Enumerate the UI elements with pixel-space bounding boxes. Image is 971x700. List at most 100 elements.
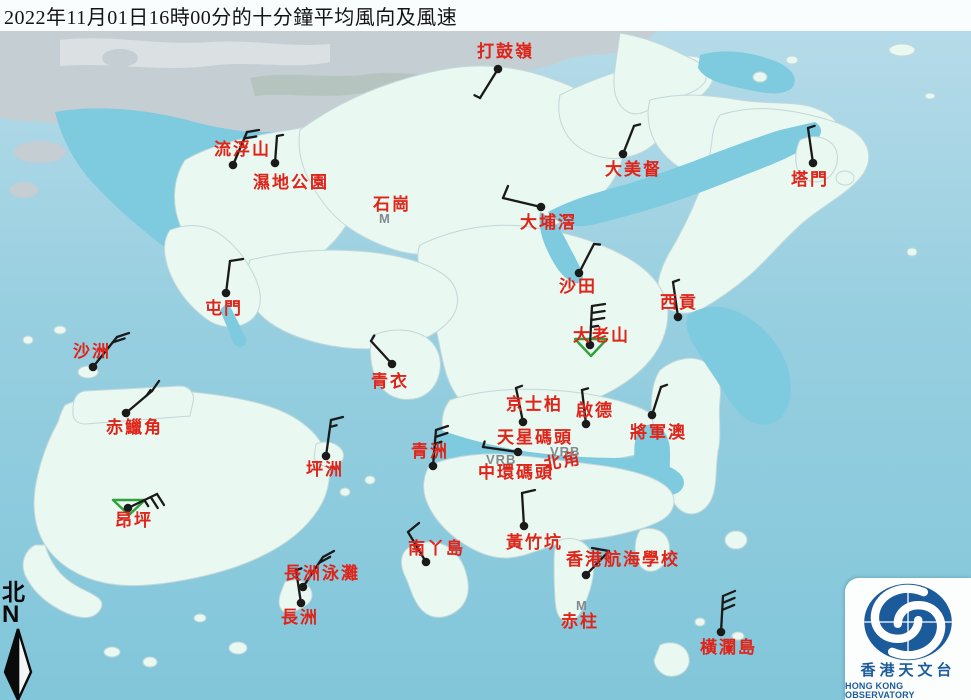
station-dot — [321, 451, 331, 461]
wind-barb-full — [245, 128, 261, 134]
wind-barb-full — [434, 431, 449, 439]
wind-barb-staff — [514, 386, 525, 424]
station-label-tai-po-kau: 大埔滘 — [520, 213, 577, 232]
wind-barb-half — [592, 242, 602, 246]
station-label-lau-fau-shan: 流浮山 — [214, 140, 271, 159]
station-dot — [581, 570, 591, 580]
station-marker-tseung-kwan-o — [647, 383, 669, 420]
compass-north-cjk: 北 — [2, 580, 25, 605]
compass-north-latin: N — [2, 601, 20, 628]
station-label-tuen-mun: 屯門 — [205, 299, 243, 318]
station-marker-cheung-chau — [294, 567, 306, 608]
station-dot — [428, 461, 438, 471]
station-label-sha-chau: 沙洲 — [73, 342, 111, 361]
land-masses — [164, 32, 870, 515]
station-label-waglan-island: 橫瀾島 — [700, 638, 757, 657]
wind-barb-full — [721, 603, 736, 612]
station-marker-green-island — [428, 424, 450, 471]
wind-barb-half — [589, 324, 600, 329]
station-dot — [221, 288, 231, 298]
station-label-tai-mei-tuk: 大美督 — [605, 160, 662, 179]
station-marker-sha-chau — [88, 331, 131, 372]
station-marker-star-ferry — [481, 440, 523, 457]
station-dot — [228, 160, 238, 170]
station-label-wong-chuk-hang: 黃竹坑 — [506, 533, 563, 552]
station-marker-tap-mun — [806, 124, 818, 168]
station-label-tsing-yi: 青衣 — [371, 372, 409, 391]
wind-barb-half — [473, 94, 482, 100]
station-label-cheung-chau: 長洲 — [281, 608, 319, 627]
wind-barb-full — [721, 596, 736, 605]
station-marker-chek-lap-kok — [121, 379, 161, 418]
wind-barb-staff — [806, 126, 815, 165]
wind-barb-full — [228, 257, 245, 263]
station-label-tates-cairn: 大老山 — [573, 326, 630, 345]
wind-barb-full — [501, 184, 510, 200]
hko-name-chinese: 香港天文台 — [860, 663, 956, 679]
station-dot — [518, 417, 528, 427]
station-marker-tsing-yi — [369, 334, 397, 369]
wind-barb-staff — [478, 67, 500, 100]
wind-barb-half — [433, 440, 443, 446]
north-arrow-icon — [3, 628, 33, 700]
wind-barb-full — [590, 546, 611, 553]
station-marker-lau-fau-shan — [228, 128, 261, 170]
wind-barb-half — [294, 567, 303, 572]
wind-barb-full — [590, 302, 607, 308]
wind-barb-full — [434, 424, 450, 432]
wind-barb-staff — [126, 492, 159, 510]
station-dot — [493, 64, 503, 74]
gust-triangle-icon — [111, 498, 147, 517]
north-compass: 北 N — [2, 581, 42, 700]
station-label-peng-chau: 坪洲 — [306, 460, 344, 479]
station-label-kai-tak: 啟德 — [576, 401, 614, 420]
map-title: 2022年11月01日16時00分的十分鐘平均風向及風速 — [0, 0, 971, 31]
wind-barb-staff — [224, 259, 232, 295]
station-note-shek-kong: M — [379, 211, 391, 226]
station-note-north-point: VRB — [550, 444, 581, 459]
wind-barb-staff — [406, 530, 428, 564]
wind-barb-staff — [621, 124, 636, 156]
station-dot — [270, 158, 280, 168]
station-dot — [574, 268, 584, 278]
wind-barb-half — [806, 124, 816, 130]
station-dot — [123, 503, 133, 513]
station-label-sha-tin: 沙田 — [559, 277, 597, 296]
station-dot — [618, 149, 628, 159]
wind-barb-half — [328, 424, 338, 429]
station-marker-tuen-mun — [221, 257, 245, 298]
station-marker-sha-tin — [574, 242, 602, 278]
wind-barb-half — [143, 498, 150, 508]
wind-barb-staff — [294, 568, 303, 605]
wind-barb-staff — [481, 445, 520, 454]
station-label-shek-kong: 石崗 — [373, 195, 411, 214]
station-marker-tai-po-kau — [501, 184, 546, 212]
wind-barb-staff — [369, 339, 394, 366]
wind-barb-half — [580, 387, 590, 392]
station-label-chek-lap-kok: 赤鱲角 — [106, 418, 163, 437]
station-marker-cheung-chau-beach — [298, 549, 336, 592]
station-note-stanley: M — [576, 598, 588, 613]
station-dot — [88, 362, 98, 372]
wind-barb-staff — [324, 418, 333, 458]
wind-barb-full — [406, 521, 421, 534]
station-dot — [536, 202, 546, 212]
station-label-hk-sea-school: 香港航海學校 — [566, 550, 680, 569]
station-label-ngong-ping: 昂坪 — [115, 511, 153, 530]
wind-barb-full — [149, 495, 159, 510]
wind-barb-full — [317, 555, 332, 564]
station-marker-sai-kung — [671, 278, 683, 322]
station-marker-ta-kwu-ling — [473, 64, 503, 100]
station-marker-waglan-island — [716, 589, 737, 637]
wind-barb-full — [520, 488, 537, 495]
hko-logo-card: 香港天文台 HONG KONG OBSERVATORY — [845, 578, 971, 700]
station-label-green-island: 青洲 — [411, 442, 449, 461]
wind-barb-full — [329, 415, 345, 422]
station-marker-peng-chau — [321, 415, 345, 461]
station-marker-wong-chuk-hang — [519, 488, 537, 531]
station-label-sai-kung: 西貢 — [660, 293, 698, 312]
station-marker-wetland-park — [270, 133, 285, 168]
wind-barb-full — [321, 549, 336, 559]
wind-barb-full — [721, 589, 737, 598]
